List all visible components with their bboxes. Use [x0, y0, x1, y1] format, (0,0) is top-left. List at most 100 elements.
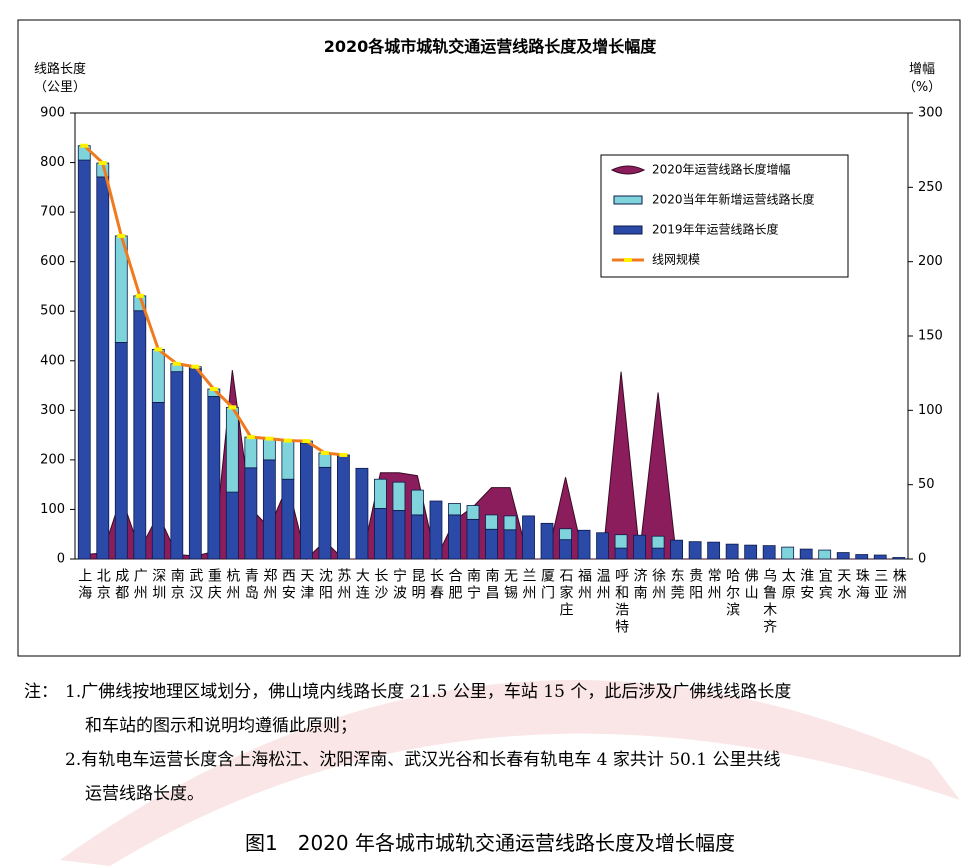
legend-swatch [610, 165, 646, 175]
x-tick-label: 天津 [298, 568, 314, 602]
bar-segment [392, 481, 406, 511]
bar-segment [670, 539, 684, 560]
x-tick-label: 宜宾 [817, 568, 833, 602]
x-tick-label: 合肥 [446, 568, 462, 602]
bar-segment [374, 478, 387, 509]
bar-segment [411, 514, 424, 560]
x-tick-label: 福州 [576, 568, 592, 602]
x-tick-label: 株洲 [891, 568, 907, 602]
x-tick-label: 珠海 [854, 568, 870, 602]
bar-segment [244, 467, 258, 560]
bar-segment [318, 466, 332, 560]
bar-segment [281, 478, 295, 560]
x-tick-label: 徐州 [650, 568, 666, 602]
y-axis-unit: （公里） [34, 80, 86, 95]
bar-segment [762, 545, 776, 560]
line-marker [98, 161, 107, 166]
x-tick-label: 济南 [632, 568, 648, 602]
x-tick-label: 上海 [76, 568, 92, 602]
bar-segment [188, 368, 202, 560]
legend-label: 2019年年运营线路长度 [652, 222, 779, 237]
bar-segment [337, 454, 350, 560]
line-marker [80, 143, 89, 148]
x-tick-label: 无锡 [502, 568, 518, 602]
y-tick-label: 100 [40, 502, 65, 517]
x-tick-label: 广州 [132, 568, 148, 602]
legend-box [600, 154, 849, 278]
x-tick-label: 天水 [835, 568, 851, 602]
x-tick-label: 长沙 [372, 568, 388, 602]
bar-segment [577, 529, 591, 560]
chart-frame [17, 19, 961, 657]
x-tick-label: 南宁 [465, 568, 481, 602]
bar-segment [651, 547, 665, 560]
bar-segment [448, 514, 461, 560]
y-tick-label: 700 [40, 205, 65, 220]
bar-segment [873, 554, 887, 560]
x-tick-label: 重庆 [206, 568, 222, 602]
x-tick-label: 太原 [780, 568, 796, 602]
bar-segment [374, 508, 387, 560]
x-tick-label: 东莞 [669, 568, 685, 602]
x-tick-label: 青岛 [243, 568, 259, 602]
bar-segment [725, 543, 739, 560]
x-tick-label: 南京 [169, 568, 185, 602]
x-tick-label: 西安 [280, 568, 296, 602]
bar-segment [485, 514, 498, 530]
x-tick-label: 常州 [706, 568, 722, 602]
line-marker [339, 452, 348, 457]
x-tick-label: 佛山 [743, 568, 759, 602]
legend-swatch [613, 225, 643, 235]
bar-segment [318, 452, 332, 468]
y2-tick-label: 300 [918, 106, 943, 121]
x-tick-label: 北京 [95, 568, 111, 602]
x-tick-label: 乌鲁木齐 [761, 568, 777, 636]
x-tick-label: 三亚 [872, 568, 888, 602]
line-marker [265, 436, 274, 441]
y-tick-label: 200 [40, 452, 65, 467]
x-tick-label: 厦门 [539, 568, 555, 602]
bar-segment [392, 510, 406, 560]
bar-segment [522, 515, 535, 560]
y-axis-label: 线路长度 [34, 61, 86, 77]
bar-segment [781, 546, 795, 560]
watermark-swoosh [60, 680, 960, 866]
legend-label: 2020当年年新增运营线路长度 [652, 192, 815, 207]
legend-label: 线网规模 [652, 252, 700, 267]
bar-segment [744, 544, 758, 560]
bar-segment [559, 528, 572, 541]
line-marker [209, 387, 218, 392]
y2-axis-label: 增幅 [909, 62, 935, 77]
bar-segment [207, 396, 221, 560]
x-tick-label: 南昌 [484, 568, 500, 602]
y2-axis-unit: （%） [903, 80, 941, 95]
line-marker [191, 364, 200, 369]
x-tick-label: 呼和浩特 [613, 568, 629, 636]
bar-segment [151, 402, 165, 560]
bar-segment [151, 348, 165, 403]
bar-segment [485, 528, 498, 560]
y-tick-label: 600 [40, 254, 65, 269]
bar-segment [225, 491, 239, 560]
bar-segment [355, 467, 369, 560]
note-line: 1.广佛线按地理区域划分，佛山境内线路长度 21.5 公里，车站 15 个，此后… [65, 682, 791, 702]
bar-segment [448, 503, 461, 516]
bar-segment [688, 541, 702, 560]
x-tick-label: 石家庄 [558, 568, 574, 619]
x-tick-label: 沈阳 [317, 568, 333, 602]
x-tick-label: 淮安 [798, 568, 814, 602]
bar-segment [429, 500, 443, 560]
y-tick-label: 400 [40, 353, 65, 368]
y-tick-label: 800 [40, 155, 65, 170]
y2-tick-label: 0 [918, 552, 926, 567]
line-marker [283, 438, 292, 443]
x-tick-label: 宁波 [391, 567, 407, 602]
bar-segment [133, 310, 147, 560]
bar-segment [281, 440, 295, 480]
note-line: 和车站的图示和说明均遵循此原则； [85, 716, 357, 736]
note-line: 2.有轨电车运营长度含上海松江、沈阳浑南、武汉光谷和长春有轨电车 4 家共计 5… [65, 750, 781, 770]
x-tick-label: 深圳 [150, 568, 166, 602]
y2-tick-label: 250 [918, 180, 943, 195]
